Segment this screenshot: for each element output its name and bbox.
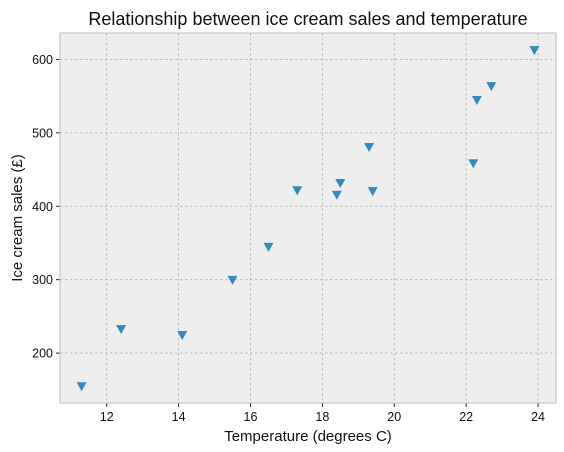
- y-axis-ticks: 200 300 400 500 600: [32, 53, 60, 361]
- data-point: [486, 82, 497, 92]
- x-tick-label: 16: [244, 410, 258, 424]
- x-tick-label: 24: [531, 410, 545, 424]
- y-tick-label: 600: [32, 53, 53, 67]
- x-tick-label: 22: [459, 410, 473, 424]
- data-point: [335, 179, 346, 188]
- data-point: [263, 242, 274, 252]
- data-points: [76, 46, 540, 392]
- data-point: [529, 46, 540, 56]
- chart-title: Relationship between ice cream sales and…: [88, 9, 527, 29]
- x-axis-ticks: 12 14 16 18 20 22 24: [100, 403, 545, 424]
- x-tick-label: 18: [315, 410, 329, 424]
- data-point: [367, 187, 378, 197]
- y-tick-label: 400: [32, 200, 53, 214]
- data-point: [331, 190, 342, 200]
- data-point: [177, 331, 188, 340]
- data-point: [471, 96, 482, 105]
- plot-area: [60, 33, 556, 403]
- x-axis-label: Temperature (degrees C): [224, 428, 392, 445]
- plot-frame: [59, 32, 557, 404]
- data-point: [292, 186, 303, 196]
- y-tick-label: 200: [32, 347, 53, 361]
- gridlines: [60, 33, 556, 403]
- data-point: [116, 325, 127, 335]
- x-tick-label: 20: [387, 410, 401, 424]
- x-tick-label: 12: [100, 410, 114, 424]
- y-tick-label: 300: [32, 273, 53, 287]
- data-point: [364, 143, 375, 152]
- data-point: [76, 382, 87, 392]
- data-point: [468, 159, 479, 169]
- x-tick-label: 14: [172, 410, 186, 424]
- y-axis-label: Ice cream sales (£): [9, 154, 26, 282]
- data-point: [227, 275, 238, 285]
- y-tick-label: 500: [32, 126, 53, 140]
